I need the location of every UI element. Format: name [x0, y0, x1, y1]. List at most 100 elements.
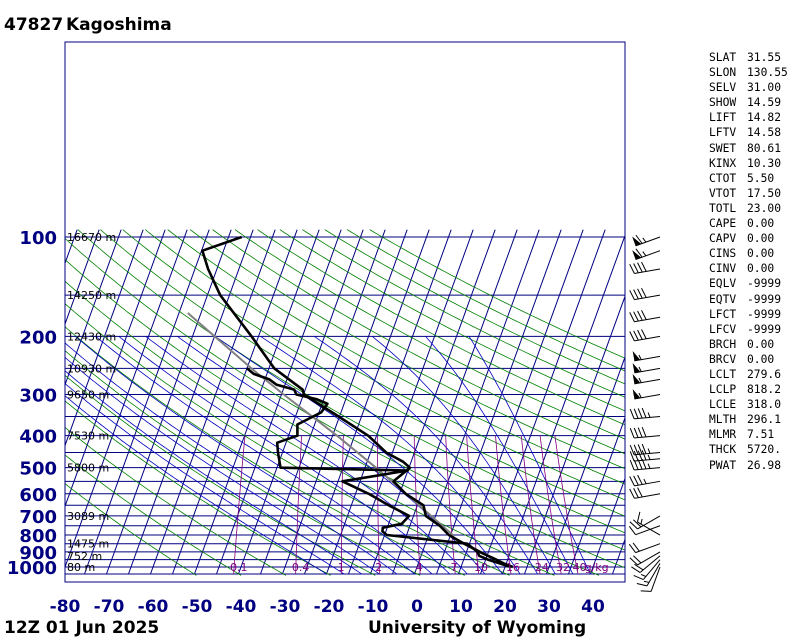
wind-barb-shaft: [634, 268, 661, 274]
mixing-ratio-line: [539, 435, 562, 575]
wind-barb: [628, 542, 661, 554]
index-name: CINS: [709, 247, 737, 261]
wind-barb-shaft: [634, 393, 661, 400]
wind-barb-shaft: [634, 378, 661, 385]
index-value: 14.58: [747, 126, 782, 140]
index-name: SLON: [709, 66, 737, 80]
temperature-tick-label: -10: [358, 597, 389, 617]
wind-barb-full: [633, 263, 639, 274]
wind-barb-half: [638, 366, 642, 372]
wind-barb-half: [640, 518, 643, 525]
moist-adiabat: [118, 335, 450, 575]
index-value: 17.50: [747, 186, 782, 200]
axis-labels: 0.1 0.4 1 2 4 7 10 16 24 32 40g/kg1002003004005006…: [7, 228, 609, 617]
index-name: BRCV: [709, 352, 737, 366]
wind-barb-flag: [632, 389, 641, 399]
dry-adiabat: [65, 400, 331, 576]
moist-adiabat: [214, 335, 503, 575]
wind-barb-full: [629, 444, 635, 456]
wind-barb-shaft: [634, 316, 661, 323]
wind-barb-shaft: [634, 416, 661, 420]
station-name: Kagoshima: [66, 15, 172, 35]
wind-barb-full: [641, 427, 647, 438]
wind-barb-full: [633, 427, 639, 438]
wind-barb-shaft: [635, 250, 661, 261]
wind-barb-full: [640, 590, 652, 592]
height-label: 12430 m: [67, 330, 116, 343]
dry-adiabat: [234, 229, 625, 440]
wind-barb-full: [633, 311, 639, 322]
wind-barb: [629, 487, 661, 499]
wind-barb-full: [633, 289, 639, 300]
wind-barb-full: [641, 329, 647, 339]
wind-barb-full: [637, 450, 643, 461]
wind-barb-full: [629, 451, 635, 462]
index-name: MLMR: [709, 428, 737, 442]
wind-barb-half: [642, 251, 647, 257]
wind-barb-full: [641, 261, 647, 272]
index-value: 23.00: [747, 201, 782, 215]
wind-barb-shaft: [634, 335, 661, 342]
temperature-tick-label: 0: [411, 597, 423, 617]
wind-barb-full: [629, 290, 635, 300]
index-name: EQLV: [709, 277, 737, 291]
index-row: BRCH 0.00: [709, 337, 788, 352]
wind-barb-full: [629, 408, 635, 419]
isotherm: [347, 229, 474, 575]
plot-frame: [64, 41, 626, 583]
wind-barb: [629, 407, 661, 420]
wind-barbs: [628, 234, 661, 592]
wind-barb-full: [634, 563, 644, 571]
isotherm: [435, 229, 562, 575]
isotherm: [65, 229, 100, 326]
wind-barb-full: [633, 488, 639, 498]
index-name: CAPV: [709, 232, 737, 246]
isotherm: [171, 229, 298, 575]
dry-adiabat: [65, 374, 376, 576]
moist-adiabat: [468, 336, 591, 575]
wind-barb: [629, 310, 661, 323]
index-name: LFTV: [709, 126, 737, 140]
wind-barb-full: [637, 487, 643, 498]
temperature-trace: [201, 235, 514, 569]
mixing-ratio-line: [413, 435, 421, 575]
wind-barb-shaft: [637, 551, 661, 566]
wind-barb-full: [631, 566, 641, 573]
height-label: 16670 m: [67, 231, 116, 244]
index-name: VTOT: [709, 186, 737, 200]
wind-barb: [636, 563, 661, 587]
isotherm: [281, 229, 408, 575]
dry-adiabat: [167, 229, 625, 485]
wind-barb: [640, 566, 661, 592]
dewpoint-trace: [246, 367, 512, 569]
pressure-tick-label: 1000: [7, 558, 57, 579]
dry-adiabat: [257, 229, 625, 426]
wind-barb-shaft: [634, 480, 661, 487]
wind-barb-full: [637, 329, 643, 340]
wind-barb-shaft: [637, 515, 661, 530]
pressure-tick-label: 700: [19, 507, 57, 528]
wind-barb-shaft: [635, 543, 661, 554]
index-value: 7.51: [747, 428, 775, 442]
wind-barb-flag: [632, 362, 641, 373]
mixing-ratio-label: 32: [556, 561, 570, 574]
moist-adiabat: [425, 336, 574, 575]
wind-barb-full: [633, 519, 642, 528]
index-name: LCLP: [709, 383, 737, 397]
index-value: 14.82: [747, 111, 782, 125]
index-value: 14.59: [747, 96, 782, 110]
wind-barb: [632, 389, 661, 400]
mixing-ratio-line: [495, 435, 512, 575]
index-value: 0.00: [747, 352, 775, 366]
pressure-tick-label: 100: [19, 228, 57, 249]
wind-barb-full: [637, 459, 643, 470]
index-row: SELV 31.00: [709, 80, 788, 95]
moist-adiabat: [65, 370, 362, 575]
temperature-tick-label: -40: [226, 597, 257, 617]
isotherm: [149, 229, 276, 575]
wind-barb-half: [640, 573, 647, 577]
index-row: CTOT 5.50: [709, 171, 788, 186]
wind-barb-full: [629, 263, 635, 274]
index-row: LFTV 14.58: [709, 125, 788, 140]
index-row: LIFT 14.82: [709, 110, 788, 125]
